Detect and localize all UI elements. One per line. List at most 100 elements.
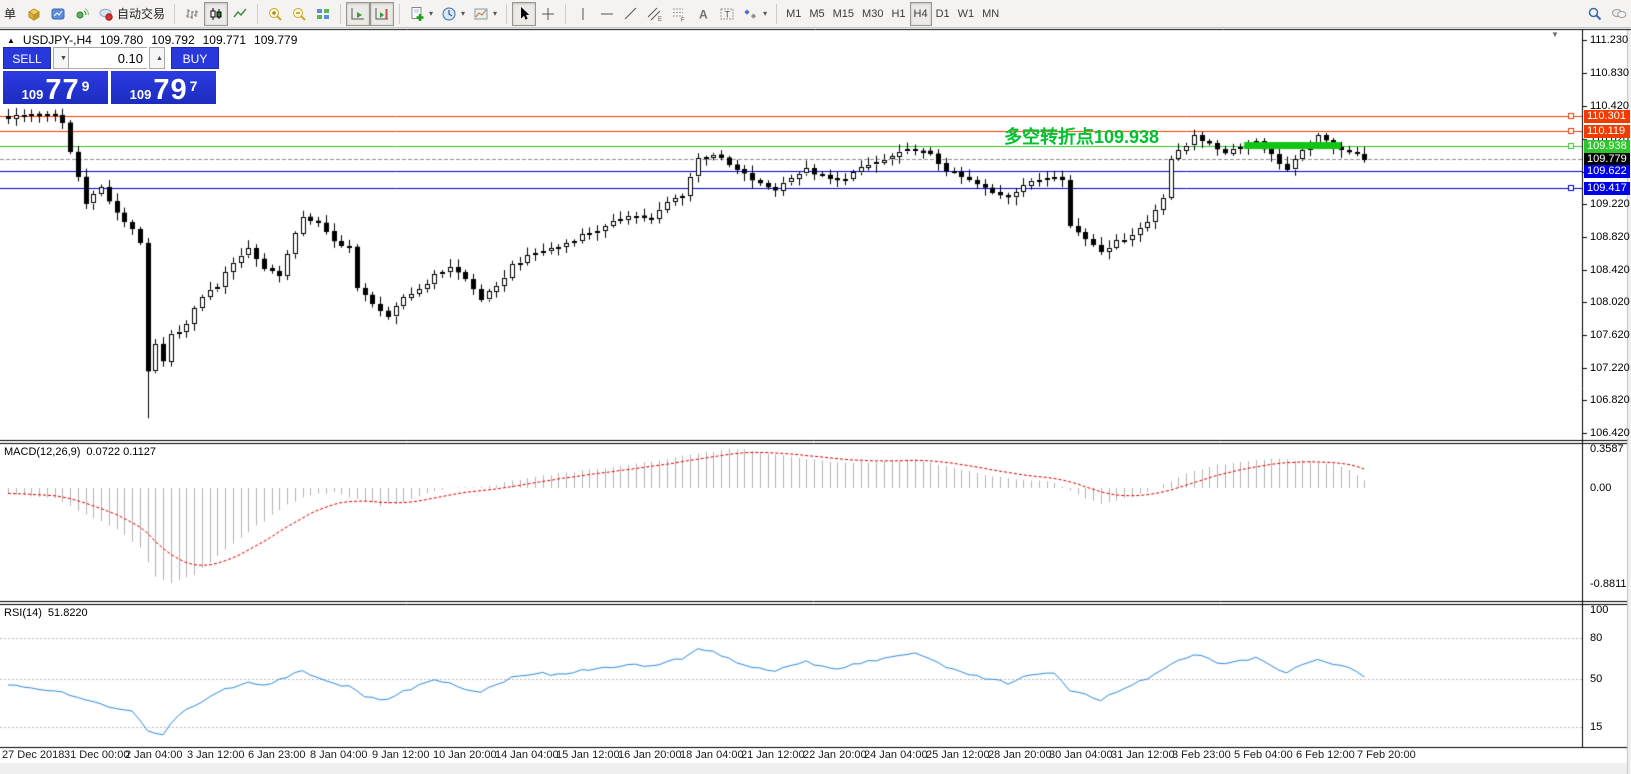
text-button[interactable]: A <box>691 2 715 26</box>
time-axis-label: 6 Feb 12:00 <box>1296 749 1355 761</box>
tf-m30-button[interactable]: M30 <box>858 2 887 26</box>
chat-button[interactable] <box>1607 2 1631 26</box>
templates-button[interactable]: ▾ <box>469 2 501 26</box>
candlestick-chart-button[interactable] <box>204 1 229 26</box>
periods-button[interactable]: ▾ <box>437 2 469 26</box>
indicators-button[interactable]: ▾ <box>405 2 437 26</box>
price-line-label[interactable]: 109.938 <box>1584 140 1630 153</box>
price-tick-label: 110.420 <box>1590 100 1629 112</box>
time-axis-label: 10 Jan 20:00 <box>433 749 497 761</box>
auto-scroll-button[interactable] <box>346 1 371 26</box>
text-icon: A <box>695 6 711 22</box>
tf-mn-button[interactable]: MN <box>978 2 1003 26</box>
zoom-out-button[interactable] <box>287 2 311 26</box>
price-line-label[interactable]: 109.622 <box>1584 165 1630 178</box>
buy-price-box[interactable]: 109 79 7 <box>111 71 216 106</box>
chat-icon <box>1611 6 1627 22</box>
arrows-button[interactable]: ▾ <box>739 2 771 26</box>
macd-indicator-label[interactable]: MACD(12,26,9) 0.0722 0.1127 <box>4 446 156 458</box>
price-tick-label: 108.820 <box>1590 231 1630 243</box>
bar-chart-button[interactable] <box>180 2 204 26</box>
sell-price-big: 77 <box>45 74 80 106</box>
tile-icon <box>315 6 331 22</box>
rsi-scale-label: 100 <box>1590 604 1609 616</box>
templates-button-dropdown-icon[interactable]: ▾ <box>493 9 498 18</box>
time-axis-label: 8 Jan 04:00 <box>310 749 368 761</box>
time-axis-label: 30 Jan 04:00 <box>1049 749 1113 761</box>
new-order-button-label: 单 <box>4 7 17 21</box>
cursor-button[interactable] <box>512 1 537 26</box>
buy-price-big: 79 <box>153 74 188 106</box>
chart-shift-marker-icon[interactable]: ▼ <box>1551 30 1559 39</box>
chartshift-icon <box>374 6 390 22</box>
channel-button[interactable]: E <box>643 2 667 26</box>
autotrading-button[interactable]: 自动交易 <box>94 2 169 26</box>
tf-m5-button[interactable]: M5 <box>805 2 828 26</box>
buy-button[interactable]: BUY <box>171 47 219 69</box>
tf-m15-button[interactable]: M15 <box>829 2 858 26</box>
price-line-label[interactable]: 110.301 <box>1584 110 1630 123</box>
search-button[interactable] <box>1583 2 1607 26</box>
volume-increase-button[interactable]: ▲ <box>149 47 165 69</box>
autoscroll-icon <box>350 6 366 22</box>
time-axis-label: 14 Jan 04:00 <box>495 749 559 761</box>
time-axis-label: 31 Dec 00:00 <box>64 749 130 761</box>
trendline-button[interactable] <box>619 2 643 26</box>
svg-text:F: F <box>681 17 685 22</box>
volume-input[interactable] <box>69 47 147 69</box>
sell-button[interactable]: SELL <box>3 47 51 69</box>
text-label-button[interactable]: T <box>715 2 739 26</box>
tf-h4-button[interactable]: H4 <box>909 1 932 26</box>
periods-button-dropdown-icon[interactable]: ▾ <box>461 9 466 18</box>
new-order-button[interactable]: 单 <box>0 2 22 26</box>
spin-up-icon: ▲ <box>156 55 163 62</box>
tf-m1-button-label: M1 <box>786 7 802 20</box>
horizontal-line-button[interactable] <box>595 2 619 26</box>
tile-windows-button[interactable] <box>311 2 335 26</box>
time-axis-label: 3 Jan 12:00 <box>187 749 245 761</box>
bars-icon <box>184 6 200 22</box>
chart-annotation-text[interactable]: 多空转折点109.938 <box>1004 127 1160 147</box>
tf-d1-button[interactable]: D1 <box>932 2 954 26</box>
price-line-label[interactable]: 109.417 <box>1584 182 1630 195</box>
indicators-icon <box>409 6 425 22</box>
channel-icon: E <box>647 6 663 22</box>
zoomin-icon <box>267 6 283 22</box>
zoom-in-button[interactable] <box>263 2 287 26</box>
time-axis-label: 6 Jan 23:00 <box>248 749 306 761</box>
tf-m1-button[interactable]: M1 <box>782 2 805 26</box>
volume-decrease-button[interactable]: ▼ <box>53 47 69 69</box>
macd-scale-label: -0.8811 <box>1590 578 1627 590</box>
fibonacci-button[interactable]: F <box>667 2 691 26</box>
rsi-scale-label: 50 <box>1590 673 1603 685</box>
tf-d1-button-label: D1 <box>935 7 950 20</box>
chart-collapse-icon[interactable]: ▲ <box>7 35 15 45</box>
chart-shift-button[interactable] <box>370 1 395 26</box>
autotrade-icon <box>98 6 114 22</box>
crosshair-button[interactable] <box>536 2 560 26</box>
price-tick-label: 106.820 <box>1590 394 1630 406</box>
indicators-button-dropdown-icon[interactable]: ▾ <box>429 9 434 18</box>
price-line-label[interactable]: 110.119 <box>1584 125 1630 138</box>
tf-w1-button-label: W1 <box>957 7 975 20</box>
vertical-line-button[interactable] <box>571 2 595 26</box>
toolbar-separator <box>257 3 259 24</box>
tf-w1-button[interactable]: W1 <box>954 2 979 26</box>
price-tick-label: 111.230 <box>1590 34 1629 46</box>
time-axis-label: 5 Feb 04:00 <box>1234 749 1293 761</box>
order-cube-button[interactable] <box>22 2 46 26</box>
tf-h1-button[interactable]: H1 <box>887 2 909 26</box>
line-chart-button[interactable] <box>228 2 252 26</box>
linechart-icon <box>232 6 248 22</box>
trendline-icon <box>623 6 639 22</box>
rsi-indicator-label[interactable]: RSI(14) 51.8220 <box>4 607 88 619</box>
autotrading-button-label: 自动交易 <box>117 7 166 21</box>
crosshair-icon <box>540 6 556 22</box>
template-icon <box>473 6 489 22</box>
terminal-window-button[interactable] <box>46 2 70 26</box>
sell-price-box[interactable]: 109 77 9 <box>3 71 108 106</box>
tf-m30-button-label: M30 <box>862 7 884 20</box>
arrows-button-dropdown-icon[interactable]: ▾ <box>763 9 768 18</box>
signals-button[interactable] <box>70 2 94 26</box>
